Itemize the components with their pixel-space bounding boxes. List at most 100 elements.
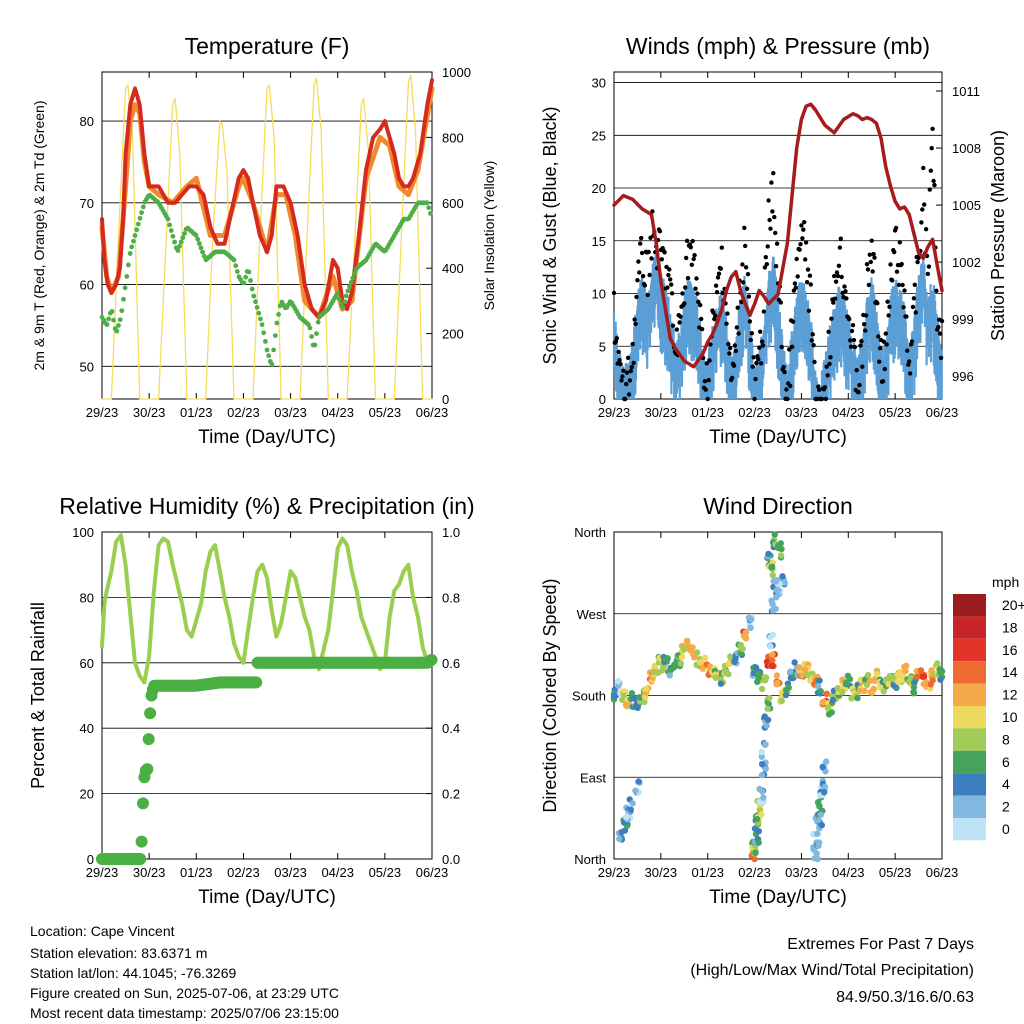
gust-point [929, 146, 934, 151]
gust-point [768, 226, 773, 231]
sonic-wind-series [612, 253, 943, 399]
gust-point [753, 376, 758, 382]
direction-point [671, 661, 678, 668]
direction-point [903, 662, 910, 669]
dewpoint-point [259, 322, 265, 327]
gust-point [760, 343, 766, 348]
y2-tick-label: 1011 [952, 84, 980, 99]
gust-point [913, 310, 918, 315]
dewpoint-point [309, 334, 314, 339]
gust-point [706, 378, 711, 383]
gust-point [887, 304, 892, 309]
dewpoint-point [129, 244, 135, 250]
x-tick-label: 05/23 [879, 865, 912, 880]
gust-point [657, 229, 663, 234]
temp-2m-line [100, 78, 434, 320]
dewpoint-point [243, 274, 249, 280]
gust-point [805, 267, 811, 272]
y2-tick-label: 400 [442, 261, 464, 276]
legend-swatch [953, 795, 986, 818]
y2-tick-label: 0.0 [442, 852, 460, 867]
gust-point [744, 286, 750, 291]
gust-point [897, 240, 902, 245]
legend-label: 18 [1002, 619, 1018, 635]
dewpoint-point [350, 275, 356, 281]
dewpoint-point [119, 308, 125, 314]
dewpoint-point [314, 331, 319, 336]
direction-point [756, 785, 763, 793]
gust-point [784, 387, 789, 392]
gust-point [811, 343, 816, 348]
gust-point [745, 272, 751, 277]
direction-point [824, 704, 831, 711]
x-tick-label: 04/23 [832, 405, 865, 420]
gust-point [894, 269, 900, 274]
gust-point [638, 241, 643, 246]
x-tick-label: 03/23 [785, 865, 818, 880]
legend-swatch [953, 750, 986, 774]
gust-point [804, 280, 810, 285]
gust-point [677, 320, 682, 325]
gust-point [646, 249, 651, 255]
direction-point [760, 794, 767, 801]
direction-point [769, 631, 777, 638]
direction-point [821, 789, 828, 796]
gust-point [905, 348, 910, 353]
gust-point [832, 273, 837, 279]
gust-point [735, 305, 740, 310]
x-tick-label: 30/23 [645, 405, 678, 420]
precip-point [250, 676, 263, 689]
y2-tick-label: 1000 [442, 65, 471, 80]
gust-series [611, 126, 945, 402]
direction-point [747, 624, 754, 631]
gust-point [633, 321, 638, 327]
dewpoint-point [248, 278, 253, 283]
gust-point [923, 227, 929, 232]
x-tick-label: 04/23 [321, 865, 354, 880]
gust-point [802, 220, 807, 225]
gust-point [704, 361, 709, 366]
gust-point [837, 245, 843, 250]
gust-point [787, 347, 792, 352]
gust-point [728, 345, 733, 351]
gust-point [912, 282, 917, 287]
legend-swatch [953, 683, 986, 706]
gust-point [690, 238, 695, 244]
direction-point [758, 811, 765, 818]
gust-point [847, 317, 852, 322]
legend-label: 12 [1002, 687, 1018, 703]
direction-point [769, 571, 776, 579]
gust-point [696, 299, 701, 304]
gust-point [881, 339, 887, 344]
dewpoint-point [342, 299, 347, 305]
y-tick-label: 100 [72, 525, 94, 540]
gust-point [794, 256, 799, 262]
gust-point [619, 378, 624, 383]
gust-point [698, 302, 703, 308]
direction-point [627, 806, 634, 813]
gust-point [851, 337, 857, 343]
y2-axis-label: Solar Insolation (Yellow) [481, 161, 497, 311]
direction-point [817, 688, 824, 695]
precip-point [141, 763, 154, 776]
x-tick-label: 04/23 [321, 405, 354, 420]
chart-title: Wind Direction [703, 493, 853, 519]
dewpoint-point [233, 263, 239, 269]
gust-point [869, 238, 874, 243]
gust-point [634, 294, 639, 300]
gust-point [834, 270, 840, 275]
chart-title: Relative Humidity (%) & Precipitation (i… [59, 493, 474, 519]
y-tick-label: 5 [599, 339, 606, 354]
gust-point [911, 296, 917, 301]
panel-1: Temperature (F) 29/23 30/23 01/23 02/23 03/23… [31, 33, 497, 448]
dewpoint-point [249, 286, 255, 292]
gust-point [842, 284, 847, 289]
x-tick-label: 01/23 [180, 865, 213, 880]
direction-point [867, 677, 874, 684]
direction-point [758, 685, 766, 693]
y-category-label: South [572, 689, 606, 704]
direction-point [755, 670, 762, 677]
gust-point [699, 316, 704, 322]
direction-point [775, 587, 782, 594]
direction-point [758, 748, 765, 756]
